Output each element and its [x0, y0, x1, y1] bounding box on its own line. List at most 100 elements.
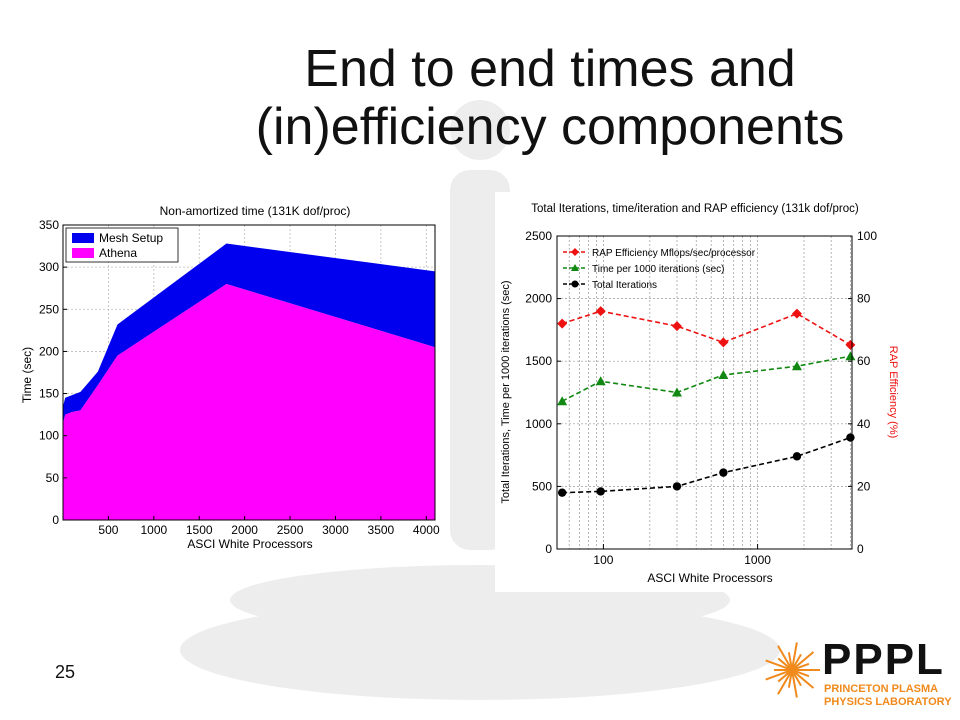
area-y-tick-label: 50	[46, 471, 60, 485]
sunburst-core	[787, 665, 797, 675]
line-point-triangle	[595, 376, 606, 386]
area-y-tick-label: 150	[39, 387, 59, 401]
sunburst-ray	[795, 662, 810, 670]
line-chart-legend: RAP Efficiency Mflops/sec/processor Time …	[563, 248, 756, 291]
line-point-circle	[846, 433, 855, 442]
line-chart-axes: 100 1000 0 500 1000 1500 2000 2500 0 20 40 60 80 100	[525, 229, 877, 567]
line-series-0	[561, 310, 851, 346]
area-chart-marks	[63, 243, 435, 520]
line-point-circle	[596, 487, 605, 496]
sunburst-ray	[791, 642, 798, 667]
area-y-tick-label: 100	[39, 429, 59, 443]
area-y-tick-label: 0	[52, 513, 59, 527]
area-legend-swatch	[72, 233, 94, 243]
line-point-diamond	[718, 337, 729, 348]
line-y-tick-label: 2500	[525, 229, 552, 243]
line-chart-y2label: RAP Efficiency (%)	[887, 346, 899, 439]
line-series-2	[562, 436, 851, 494]
line-point-triangle	[671, 387, 682, 397]
line-y-tick-label: 2000	[525, 292, 552, 306]
line-legend-label: Total Iterations	[592, 280, 657, 291]
slide-title: End to end times and (in)efficiency comp…	[180, 40, 920, 156]
line-point-circle	[672, 482, 682, 491]
area-x-tick-label: 500	[98, 523, 118, 537]
line-legend-marker	[571, 264, 579, 271]
sunburst-ray	[793, 672, 802, 687]
sunburst-ray	[787, 673, 793, 688]
area-series-mesh-setup	[63, 243, 435, 424]
sunburst-ray	[794, 671, 815, 689]
line-chart-title: Total Iterations, time/iteration and RAP…	[531, 203, 859, 215]
logo-line-2: PHYSICS LABORATORY	[824, 696, 952, 708]
pppl-logo: PPPL PRINCETON PLASMA PHYSICS LABORATORY	[765, 635, 952, 708]
area-chart: Non-amortized time (131K dof/proc) 500 10…	[15, 195, 445, 560]
area-y-tick-label: 350	[39, 218, 59, 232]
slide-title-line-2: (in)efficiency components	[255, 98, 845, 156]
logo-line-1: PRINCETON PLASMA	[824, 683, 938, 695]
line-legend-label: RAP Efficiency Mflops/sec/processor	[592, 248, 756, 259]
sunburst-ray	[777, 657, 790, 669]
line-y2-tick-label: 40	[857, 417, 871, 431]
line-x-tick-label: 100	[593, 553, 613, 567]
sunburst-ray	[794, 651, 815, 669]
line-chart: Total Iterations, time/iteration and RAP…	[495, 192, 900, 592]
area-chart-title: Non-amortized time (131K dof/proc)	[160, 204, 351, 218]
line-y2-tick-label: 100	[857, 229, 877, 243]
sunburst-ray	[777, 645, 791, 668]
line-legend-marker	[571, 280, 579, 288]
sunburst-ray	[777, 672, 791, 695]
area-legend-label: Mesh Setup	[99, 231, 163, 245]
line-y2-tick-label: 80	[857, 292, 871, 306]
line-y-tick-label: 1000	[525, 417, 552, 431]
line-point-triangle	[718, 369, 729, 379]
line-point-diamond	[671, 321, 682, 332]
line-series-1	[561, 355, 851, 402]
line-chart-ylabel: Total Iterations, Time per 1000 iteratio…	[500, 280, 512, 503]
line-y2-tick-label: 20	[857, 479, 871, 493]
line-point-circle	[557, 488, 567, 497]
slide-title-line-1: End to end times and	[304, 40, 796, 98]
line-y-tick-label: 0	[545, 542, 552, 556]
line-chart-background	[495, 192, 900, 592]
line-y-tick-label: 500	[532, 479, 552, 493]
area-x-tick-label: 1500	[186, 523, 213, 537]
area-legend-swatch	[72, 248, 94, 258]
area-x-tick-label: 4000	[413, 523, 440, 537]
line-chart-xlabel: ASCI White Processors	[647, 571, 772, 585]
area-chart-ylabel: Time (sec)	[20, 347, 34, 403]
page-number: 25	[55, 662, 76, 682]
line-legend-label: Time per 1000 iterations (sec)	[592, 264, 724, 275]
area-x-tick-label: 2500	[277, 523, 304, 537]
area-series-athena	[63, 284, 435, 520]
line-y2-tick-label: 0	[857, 542, 864, 556]
area-x-tick-label: 3000	[322, 523, 349, 537]
area-legend-label: Athena	[99, 246, 137, 260]
logo-name: PPPL	[822, 635, 945, 684]
line-point-triangle	[791, 361, 802, 371]
line-point-diamond	[557, 318, 568, 329]
line-y-tick-label: 1500	[525, 354, 552, 368]
area-chart-xlabel: ASCI White Processors	[187, 537, 312, 551]
area-x-tick-label: 2000	[231, 523, 258, 537]
sunburst-ray	[765, 670, 789, 681]
line-y2-tick-label: 60	[857, 354, 871, 368]
area-x-tick-label: 1000	[140, 523, 167, 537]
sunburst-ray	[777, 671, 790, 683]
area-plot-frame	[62, 224, 436, 521]
line-point-diamond	[595, 306, 606, 317]
line-point-triangle	[845, 351, 856, 361]
area-chart-axes: 500 1000 1500 2000 2500 3000 3500 4000 0 50 100 150…	[39, 218, 440, 537]
line-chart-marks	[557, 306, 856, 497]
line-x-tick-label: 1000	[744, 553, 771, 567]
line-point-circle	[719, 468, 728, 477]
sunburst-ray	[795, 670, 810, 678]
line-plot-frame	[556, 235, 853, 550]
area-y-tick-label: 250	[39, 302, 59, 316]
line-point-triangle	[557, 396, 568, 406]
sunburst-icon	[765, 642, 820, 698]
sunburst-ray	[787, 652, 793, 667]
sunburst-ray	[791, 673, 798, 698]
area-y-tick-label: 200	[39, 344, 59, 358]
area-y-tick-label: 300	[39, 260, 59, 274]
